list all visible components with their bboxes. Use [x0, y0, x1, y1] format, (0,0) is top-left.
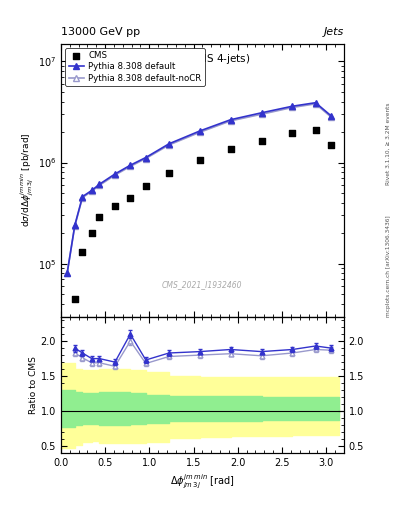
Pythia 8.308 default-noCR: [90, 188, 94, 195]
Text: mcplots.cern.ch [arXiv:1306.3436]: mcplots.cern.ch [arXiv:1306.3436]: [386, 216, 391, 317]
Text: Jets: Jets: [323, 27, 344, 37]
CMS: [289, 129, 296, 137]
Pythia 8.308 default: [90, 187, 94, 194]
Pythia 8.308 default: [65, 270, 70, 276]
Pythia 8.308 default: [228, 117, 233, 123]
Pythia 8.308 default-noCR: [97, 182, 102, 188]
Pythia 8.308 default-noCR: [228, 118, 233, 124]
Pythia 8.308 default: [313, 100, 318, 106]
Pythia 8.308 default-noCR: [65, 270, 70, 276]
CMS: [196, 156, 203, 164]
CMS: [312, 126, 319, 134]
Line: Pythia 8.308 default: Pythia 8.308 default: [64, 100, 334, 276]
CMS: [259, 136, 265, 144]
CMS: [328, 141, 334, 149]
CMS: [89, 229, 95, 238]
Pythia 8.308 default-noCR: [290, 104, 295, 111]
Pythia 8.308 default: [80, 194, 85, 200]
CMS: [143, 182, 149, 190]
CMS: [166, 169, 172, 177]
Pythia 8.308 default-noCR: [143, 156, 148, 162]
Pythia 8.308 default: [259, 110, 264, 116]
Pythia 8.308 default: [143, 155, 148, 161]
CMS: [72, 295, 78, 303]
Text: $\Delta\phi$(jj) (CMS 4-jets): $\Delta\phi$(jj) (CMS 4-jets): [155, 52, 250, 66]
Pythia 8.308 default: [290, 103, 295, 109]
Pythia 8.308 default-noCR: [329, 114, 333, 120]
Line: Pythia 8.308 default-noCR: Pythia 8.308 default-noCR: [64, 101, 334, 276]
Pythia 8.308 default-noCR: [197, 129, 202, 135]
CMS: [127, 194, 134, 202]
Pythia 8.308 default: [128, 162, 133, 168]
Y-axis label: Ratio to CMS: Ratio to CMS: [29, 356, 38, 414]
Pythia 8.308 default-noCR: [128, 163, 133, 169]
X-axis label: $\Delta\phi^{jm\,min}_{jm\,3j}$ [rad]: $\Delta\phi^{jm\,min}_{jm\,3j}$ [rad]: [170, 472, 235, 490]
CMS: [96, 213, 103, 221]
CMS: [79, 248, 86, 256]
Pythia 8.308 default-noCR: [80, 195, 85, 201]
Pythia 8.308 default-noCR: [167, 142, 171, 148]
Pythia 8.308 default-noCR: [112, 172, 117, 178]
Legend: CMS, Pythia 8.308 default, Pythia 8.308 default-noCR: CMS, Pythia 8.308 default, Pythia 8.308 …: [65, 48, 205, 86]
Text: Rivet 3.1.10, ≥ 3.2M events: Rivet 3.1.10, ≥ 3.2M events: [386, 102, 391, 185]
Pythia 8.308 default: [72, 222, 77, 228]
Pythia 8.308 default-noCR: [259, 111, 264, 117]
Y-axis label: d$\sigma$/d$\Delta\phi^{jm\,min}_{jm\,3j}$ [pb/rad]: d$\sigma$/d$\Delta\phi^{jm\,min}_{jm\,3j…: [18, 133, 35, 227]
Pythia 8.308 default-noCR: [313, 101, 318, 107]
CMS: [112, 202, 118, 210]
Pythia 8.308 default: [329, 113, 333, 119]
Pythia 8.308 default: [112, 171, 117, 177]
Text: CMS_2021_I1932460: CMS_2021_I1932460: [162, 280, 242, 289]
Pythia 8.308 default: [97, 181, 102, 187]
Pythia 8.308 default-noCR: [72, 223, 77, 229]
CMS: [228, 145, 234, 154]
Pythia 8.308 default: [197, 128, 202, 134]
Text: 13000 GeV pp: 13000 GeV pp: [61, 27, 140, 37]
Pythia 8.308 default: [167, 141, 171, 147]
